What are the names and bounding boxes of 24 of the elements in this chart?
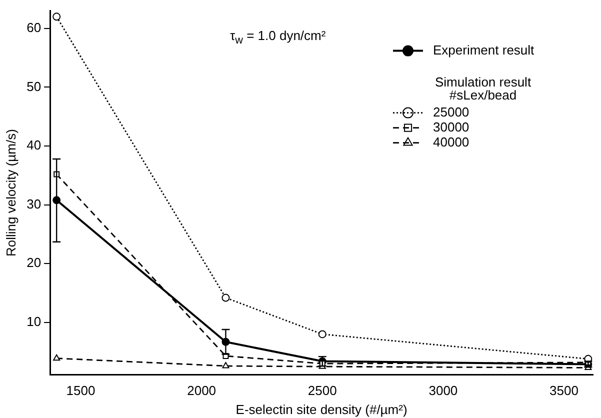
x-tick-label: 1500 bbox=[66, 383, 96, 398]
point bbox=[53, 354, 60, 361]
x-tick-label: 3500 bbox=[550, 383, 578, 398]
y-tick-label: 20 bbox=[26, 255, 42, 270]
legend-label: 40000 bbox=[433, 134, 470, 150]
y-tick-label: 50 bbox=[26, 78, 42, 94]
y-tick-label: 40 bbox=[26, 138, 42, 153]
legend-label: Experiment result bbox=[433, 42, 535, 58]
x-tick-label: 3000 bbox=[428, 383, 458, 398]
legend-title: Simulation result #sLex/bead bbox=[434, 74, 532, 102]
point bbox=[222, 294, 230, 302]
y-tick-label: 10 bbox=[26, 314, 42, 330]
y-axis-title: Rolling velocity (µm/s) bbox=[3, 129, 18, 257]
legend-label: 25000 bbox=[433, 104, 470, 120]
x-tick-label: 2500 bbox=[308, 383, 337, 398]
point bbox=[52, 12, 61, 21]
point bbox=[222, 362, 230, 368]
y-tick-label: 60 bbox=[26, 20, 42, 36]
legend-label: 30000 bbox=[433, 119, 470, 134]
x-tick-label: 2000 bbox=[187, 383, 216, 398]
x-axis-title: E-selectin site density (#/µm²) bbox=[236, 402, 408, 417]
point bbox=[318, 330, 326, 338]
y-tick-label: 30 bbox=[26, 196, 42, 212]
annotation: τ$_{w}$ = 1.0 dyn/cm² bbox=[230, 28, 326, 47]
